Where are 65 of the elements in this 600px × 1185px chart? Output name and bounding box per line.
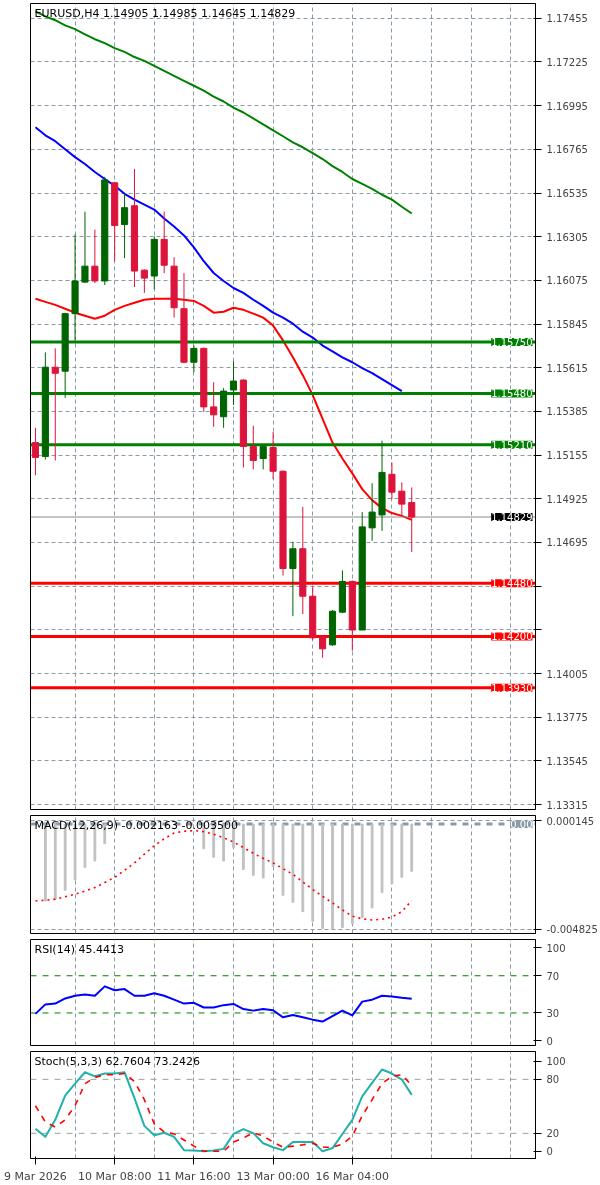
x-tick-label: 16 Mar 04:00 — [315, 1169, 390, 1183]
y-tick-label: 1.16535 — [546, 188, 588, 200]
y-tick-label: 20 — [546, 1128, 560, 1140]
ref-line-label: 1.14200 — [491, 631, 533, 643]
y-tick-label: 1.14695 — [546, 537, 588, 549]
line-series — [34, 829, 413, 921]
y-tick-label: 1.15615 — [546, 362, 588, 374]
line-series — [34, 985, 413, 1023]
candlestick — [289, 541, 297, 617]
ref-line-label: 1.15210 — [491, 439, 533, 451]
y-tick-label: 30 — [546, 1007, 560, 1019]
candlestick — [229, 360, 238, 406]
y-tick-label: 1.16075 — [546, 275, 588, 287]
y-tick-label: 1.16995 — [546, 100, 588, 112]
candlestick — [269, 431, 277, 480]
y-tick-label: 0 — [546, 1035, 553, 1047]
y-tick-label: 1.13315 — [546, 799, 588, 811]
chart-title: EURUSD,H4 1.14905 1.14985 1.14645 1.14829 — [34, 6, 296, 20]
y-tick-label: 1.15385 — [546, 406, 588, 418]
candlestick — [51, 347, 59, 461]
y-tick-label: 1.17455 — [546, 13, 588, 25]
y-tick-label: 1.17225 — [546, 56, 588, 68]
chart-title: MACD(12,26,9) -0.002163 -0.003500 — [34, 818, 238, 832]
y-tick-label: 1.13775 — [546, 712, 588, 724]
ref-line-label: 1.13930 — [491, 682, 533, 694]
ref-line-label: 1.15750 — [491, 337, 533, 349]
candlestick — [210, 381, 218, 428]
y-tick-label: 70 — [546, 970, 560, 982]
y-tick-label: 100 — [546, 942, 566, 954]
y-tick-label: 1.14005 — [546, 668, 588, 680]
candlestick — [91, 229, 99, 284]
y-tick-label: 0 — [546, 1146, 553, 1158]
ref-line-label: 1.15480 — [491, 388, 533, 400]
candlestick — [121, 193, 129, 259]
y-tick-label: 80 — [546, 1074, 560, 1086]
line-series — [34, 126, 403, 393]
candlestick — [249, 425, 257, 470]
y-tick-label: 100 — [546, 1056, 566, 1068]
y-tick-label: 1.14925 — [546, 493, 588, 505]
x-tick-label: 9 Mar 2026 — [4, 1169, 67, 1183]
line-series — [34, 10, 413, 215]
ref-line-label: 1.14480 — [491, 578, 533, 590]
y-tick-label: 1.16765 — [546, 144, 588, 156]
y-tick-label: 1.15155 — [546, 450, 588, 462]
x-tick-label: 10 Mar 08:00 — [77, 1169, 152, 1183]
ref-line-label: 1.14829 — [491, 512, 533, 524]
x-tick-label: 13 Mar 00:00 — [236, 1169, 310, 1183]
y-tick-label: 0.000145 — [546, 815, 595, 827]
y-tick-label: -0.004825 — [546, 924, 598, 936]
chart-title: RSI(14) 45.4413 — [34, 942, 124, 956]
candlestick — [190, 345, 198, 373]
ref-line-label: 0.00 — [510, 819, 533, 831]
candlestick — [408, 486, 416, 553]
candlestick — [31, 427, 40, 476]
chart-title: Stoch(5,3,3) 62.7604 73.2426 — [34, 1054, 201, 1068]
candlestick — [259, 444, 267, 470]
candlestick — [368, 482, 376, 542]
candlestick — [388, 462, 396, 500]
y-tick-label: 1.16305 — [546, 231, 588, 243]
y-tick-label: 1.15845 — [546, 319, 588, 331]
candlestick — [81, 211, 89, 284]
x-tick-label: 11 Mar 16:00 — [157, 1169, 231, 1183]
candlestick — [140, 268, 148, 294]
y-tick-label: 1.13545 — [546, 755, 588, 767]
candlestick — [398, 481, 406, 517]
